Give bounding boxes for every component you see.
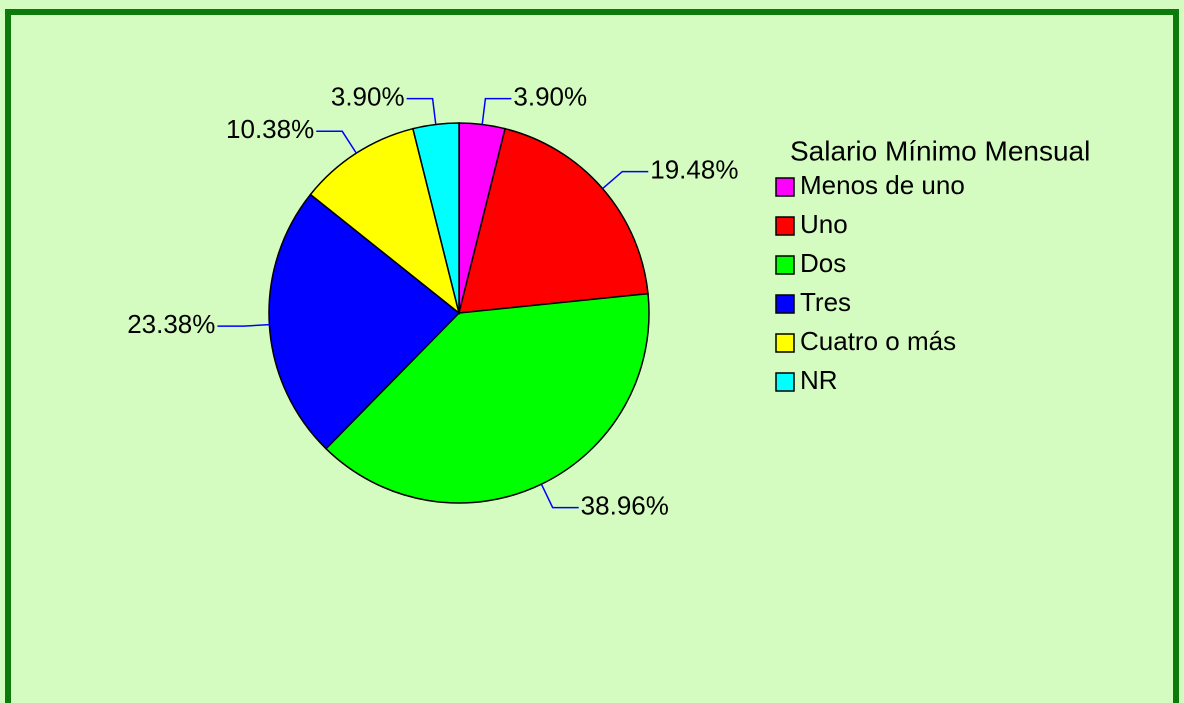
legend-label: Dos: [800, 248, 846, 278]
legend-swatch: [775, 216, 795, 236]
leader-line: [316, 130, 357, 154]
data-label: 19.48%: [650, 154, 738, 184]
legend-title: Salario Mínimo Mensual: [790, 135, 1090, 166]
legend-label: Cuatro o más: [800, 326, 956, 356]
legend-swatch: [775, 372, 795, 392]
legend-label: NR: [800, 365, 838, 395]
pie-slice: [411, 122, 460, 314]
leader-line: [217, 323, 270, 327]
data-label: 3.90%: [513, 81, 587, 111]
leader-line: [481, 97, 512, 125]
legend-label: Menos de uno: [800, 170, 965, 200]
legend-label: Tres: [800, 287, 851, 317]
legend-label: Uno: [800, 209, 848, 239]
data-label: 10.38%: [226, 114, 314, 144]
legend-swatch: [775, 255, 795, 275]
leader-line: [406, 97, 437, 125]
data-label: 38.96%: [581, 491, 669, 521]
pie-slice: [268, 193, 461, 450]
leader-line: [540, 483, 579, 509]
frame: [5, 9, 1179, 703]
legend-swatch: [775, 177, 795, 197]
data-label: 3.90%: [331, 81, 405, 111]
data-label: 23.38%: [127, 309, 215, 339]
pie-slice: [324, 292, 650, 504]
legend-swatch: [775, 294, 795, 314]
leader-line: [602, 170, 649, 190]
pie-slice: [309, 127, 461, 315]
legend-swatch: [775, 333, 795, 353]
pie-slice: [458, 127, 649, 314]
